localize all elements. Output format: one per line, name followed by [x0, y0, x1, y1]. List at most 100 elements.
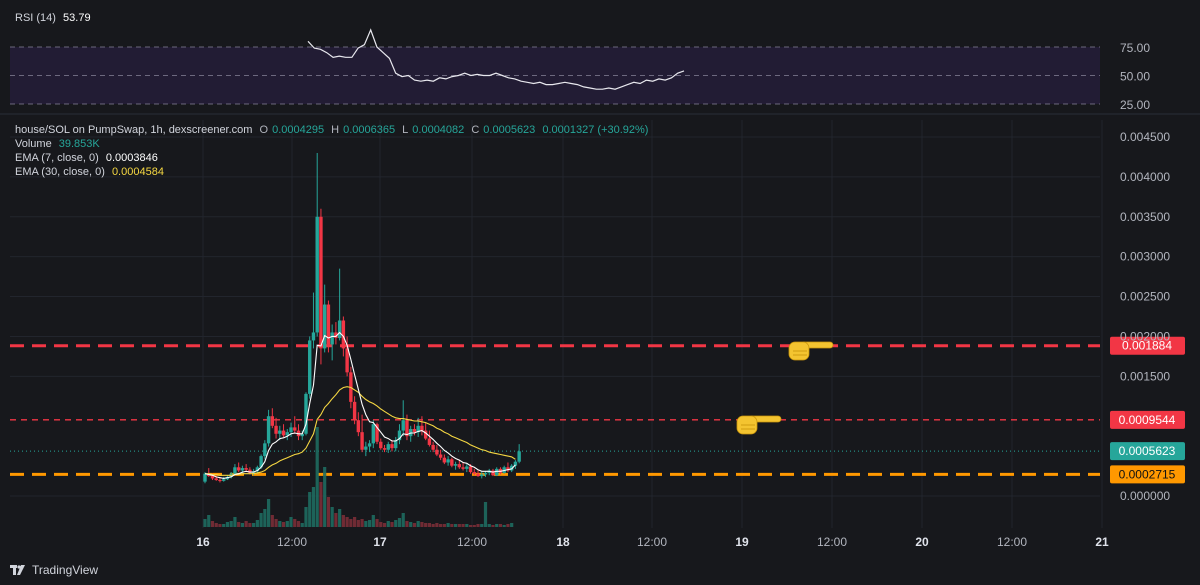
volume-bar: [289, 517, 293, 527]
price-tick: 0.004500: [1120, 130, 1170, 144]
ema7-label: EMA (7, close, 0): [15, 152, 99, 164]
volume-bar: [390, 522, 394, 527]
candle-body: [382, 448, 387, 450]
time-tick: 20: [915, 535, 929, 549]
volume-bar: [341, 515, 345, 527]
volume-bar: [420, 522, 424, 527]
volume-bar: [225, 522, 230, 527]
candle-body: [300, 433, 304, 437]
volume-bar: [255, 520, 259, 527]
volume-bar: [300, 523, 304, 527]
volume-bar: [424, 523, 428, 527]
volume-bar: [319, 482, 323, 527]
volume-bar: [457, 524, 461, 527]
price-tag-label: 0.001884: [1122, 339, 1172, 353]
candle-body: [412, 428, 417, 433]
volume-bar: [409, 522, 413, 527]
ema7-value: 0.0003846: [105, 152, 158, 164]
volume-bar: [281, 522, 286, 527]
candle-body: [513, 461, 518, 466]
time-tick: 12:00: [997, 535, 1027, 549]
volume-bar: [382, 523, 387, 527]
volume-bar: [274, 519, 278, 527]
volume-bar: [308, 492, 312, 527]
volume-bar: [465, 524, 469, 527]
volume-bar: [270, 515, 274, 527]
candle-body: [517, 451, 521, 462]
ema30-legend: EMA (30, close, 0) 0.0004584: [15, 166, 168, 178]
volume-bar: [476, 524, 480, 527]
volume-bar: [293, 519, 297, 527]
rsi-line: [307, 28, 685, 90]
volume-bar: [364, 521, 368, 527]
candle-body: [375, 424, 379, 442]
rsi-pane: 75.00 50.00 25.00: [0, 28, 1200, 115]
tradingview-footer[interactable]: TradingView: [10, 563, 98, 577]
volume-bar: [323, 467, 327, 527]
candle-body: [270, 416, 275, 426]
candle-body: [337, 320, 342, 339]
candle-body: [311, 332, 316, 341]
time-tick: 12:00: [457, 535, 487, 549]
price-tick: 0.002000: [1120, 329, 1170, 343]
brand-name: TradingView: [32, 563, 99, 577]
time-tick: 19: [735, 535, 749, 549]
time-tick: 21: [1095, 535, 1109, 549]
price-tag-label: 0.0002715: [1119, 467, 1176, 481]
price-tag-label: 0.0005623: [1119, 444, 1176, 458]
candle-body: [364, 446, 368, 450]
volume-bar: [330, 507, 334, 527]
ema30-line: [205, 386, 516, 476]
candle-body: [218, 480, 222, 482]
volume-bars: [203, 427, 514, 527]
price-grid: [10, 120, 1103, 528]
time-tick: 16: [196, 535, 210, 549]
price-tick: 0.000000: [1120, 489, 1170, 503]
ema-lines: [204, 331, 516, 479]
candle-body: [476, 473, 480, 477]
symbol-title: house/SOL on PumpSwap, 1h, dexscreener.c…: [15, 124, 253, 136]
rsi-tick: 75.00: [1120, 41, 1150, 55]
change-value: 0.0001327 (+30.92%): [542, 124, 649, 136]
candle-body: [203, 473, 207, 482]
volume-bar: [435, 523, 439, 527]
candle-body: [236, 467, 241, 471]
price-tick: 0.001500: [1120, 369, 1170, 383]
rsi-tick: 50.00: [1120, 70, 1150, 84]
candle-body: [491, 470, 495, 476]
candle-body: [315, 216, 319, 333]
candle-body: [244, 468, 248, 470]
volume-bar: [461, 524, 465, 527]
ema30-label: EMA (30, close, 0): [15, 166, 105, 178]
candle-body: [341, 320, 346, 349]
rsi-legend: RSI (14) 53.79: [15, 12, 95, 24]
volume-bar: [360, 519, 364, 527]
ema30-value: 0.0004584: [111, 166, 164, 178]
volume-bar: [240, 523, 244, 527]
candle-body: [274, 425, 278, 434]
volume-bar: [285, 521, 289, 527]
horizontal-levels[interactable]: 0.001884 0.0009544 0.0005623 0.0002715: [10, 336, 1185, 484]
time-tick: 12:00: [637, 535, 667, 549]
candle-body: [394, 440, 398, 449]
price-tag: [1110, 410, 1185, 429]
candlesticks: [203, 152, 521, 484]
volume-bar: [207, 515, 211, 527]
volume-bar: [367, 520, 372, 527]
volume-bar: [229, 521, 233, 527]
candle-body: [356, 420, 361, 433]
volume-bar: [296, 521, 301, 527]
volume-bar: [203, 519, 207, 527]
volume-bar: [218, 524, 222, 527]
ema7-line: [204, 331, 516, 479]
rsi-tick: 25.00: [1120, 98, 1150, 112]
candle-body: [233, 467, 237, 474]
candle-body: [472, 472, 476, 474]
candle-body: [210, 476, 215, 479]
candle-body: [461, 467, 465, 469]
rsi-label: RSI (14): [15, 12, 56, 24]
volume-bar: [252, 523, 256, 527]
close-value: 0.0005623: [483, 124, 536, 136]
volume-label: Volume: [15, 138, 52, 150]
